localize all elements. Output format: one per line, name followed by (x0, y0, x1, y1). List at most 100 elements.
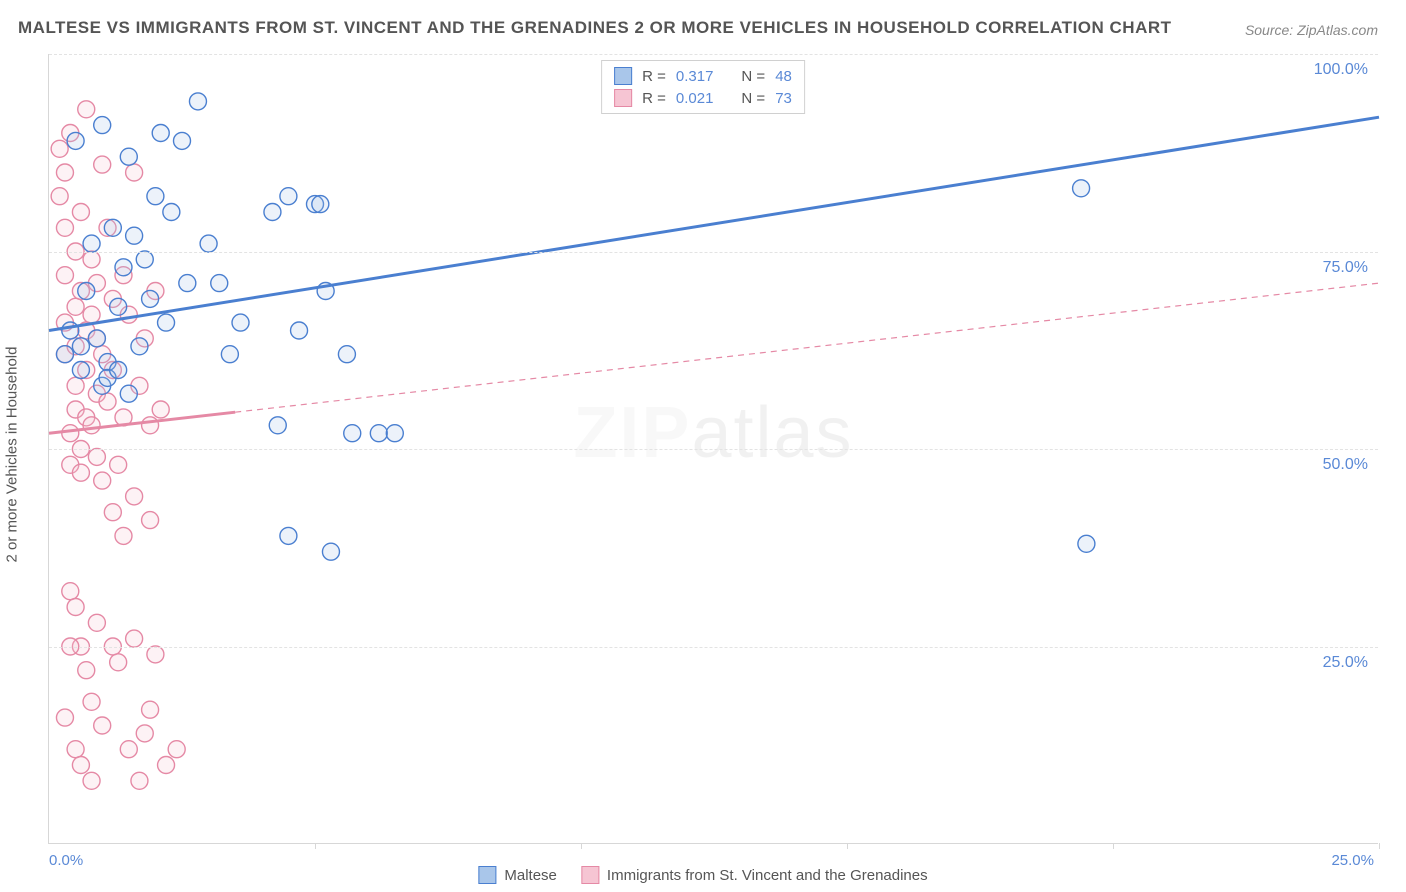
xtick (581, 843, 582, 849)
scatter-point (322, 543, 339, 560)
scatter-point (88, 448, 105, 465)
scatter-point (120, 741, 137, 758)
scatter-point (94, 717, 111, 734)
legend-series-item-1: Immigrants from St. Vincent and the Gren… (581, 866, 928, 884)
chart-area: ZIPatlas 25.0%50.0%75.0%100.0%0.0%25.0% (48, 54, 1378, 844)
scatter-point (147, 646, 164, 663)
scatter-point (211, 275, 228, 292)
scatter-point (152, 125, 169, 142)
scatter-point (338, 346, 355, 363)
scatter-point (147, 188, 164, 205)
legend-stats-row-0: R = 0.317 N = 48 (614, 65, 792, 87)
scatter-point (110, 456, 127, 473)
scatter-point (1073, 180, 1090, 197)
scatter-point (126, 488, 143, 505)
scatter-point (56, 346, 73, 363)
ytick-label: 100.0% (1314, 61, 1368, 79)
swatch-bottom-0 (478, 866, 496, 884)
xtick (1113, 843, 1114, 849)
scatter-point (126, 227, 143, 244)
scatter-point (142, 417, 159, 434)
scatter-point (83, 306, 100, 323)
scatter-point (370, 425, 387, 442)
scatter-point (291, 322, 308, 339)
scatter-point (62, 583, 79, 600)
scatter-point (1078, 535, 1095, 552)
scatter-point (83, 251, 100, 268)
scatter-point (142, 290, 159, 307)
source-label: Source: ZipAtlas.com (1245, 22, 1378, 38)
scatter-point (110, 362, 127, 379)
scatter-point (72, 204, 89, 221)
scatter-point (136, 725, 153, 742)
scatter-point (94, 117, 111, 134)
y-axis-label: 2 or more Vehicles in Household (4, 347, 21, 563)
scatter-point (67, 741, 84, 758)
scatter-point (56, 164, 73, 181)
gridline (49, 54, 1378, 55)
scatter-point (104, 219, 121, 236)
scatter-point (163, 204, 180, 221)
scatter-point (88, 614, 105, 631)
scatter-point (94, 156, 111, 173)
scatter-point (269, 417, 286, 434)
scatter-point (72, 362, 89, 379)
scatter-point (62, 322, 79, 339)
gridline (49, 647, 1378, 648)
scatter-point (72, 338, 89, 355)
scatter-point (83, 417, 100, 434)
scatter-point (126, 164, 143, 181)
scatter-point (120, 148, 137, 165)
scatter-point (344, 425, 361, 442)
scatter-point (83, 693, 100, 710)
scatter-point (280, 527, 297, 544)
scatter-point (168, 741, 185, 758)
scatter-point (115, 259, 132, 276)
scatter-point (200, 235, 217, 252)
scatter-point (152, 401, 169, 418)
scatter-point (99, 393, 116, 410)
scatter-point (67, 132, 84, 149)
xtick (315, 843, 316, 849)
scatter-point (131, 338, 148, 355)
scatter-point (142, 701, 159, 718)
legend-stats: R = 0.317 N = 48 R = 0.021 N = 73 (601, 60, 805, 114)
xtick-label: 25.0% (1331, 852, 1374, 869)
gridline (49, 252, 1378, 253)
trend-line-dashed (235, 283, 1379, 412)
scatter-point (131, 772, 148, 789)
trend-line-solid (49, 117, 1379, 330)
scatter-point (78, 101, 95, 118)
scatter-point (280, 188, 297, 205)
scatter-point (72, 464, 89, 481)
scatter-point (110, 298, 127, 315)
scatter-point (67, 377, 84, 394)
xtick-label: 0.0% (49, 852, 83, 869)
scatter-point (136, 251, 153, 268)
scatter-point (94, 472, 111, 489)
ytick-label: 25.0% (1323, 654, 1368, 672)
scatter-point (126, 630, 143, 647)
ytick-label: 50.0% (1323, 456, 1368, 474)
scatter-point (56, 219, 73, 236)
scatter-point (62, 425, 79, 442)
legend-stats-row-1: R = 0.021 N = 73 (614, 87, 792, 109)
scatter-point (88, 330, 105, 347)
scatter-point (104, 504, 121, 521)
scatter-point (51, 188, 68, 205)
scatter-point (56, 267, 73, 284)
scatter-point (142, 512, 159, 529)
scatter-point (51, 140, 68, 157)
scatter-point (72, 757, 89, 774)
swatch-series-1 (614, 89, 632, 107)
swatch-bottom-1 (581, 866, 599, 884)
xtick (1379, 843, 1380, 849)
legend-series: Maltese Immigrants from St. Vincent and … (478, 866, 927, 884)
scatter-point (386, 425, 403, 442)
swatch-series-0 (614, 67, 632, 85)
xtick (847, 843, 848, 849)
scatter-point (83, 235, 100, 252)
scatter-point (158, 314, 175, 331)
scatter-point (78, 662, 95, 679)
scatter-point (189, 93, 206, 110)
